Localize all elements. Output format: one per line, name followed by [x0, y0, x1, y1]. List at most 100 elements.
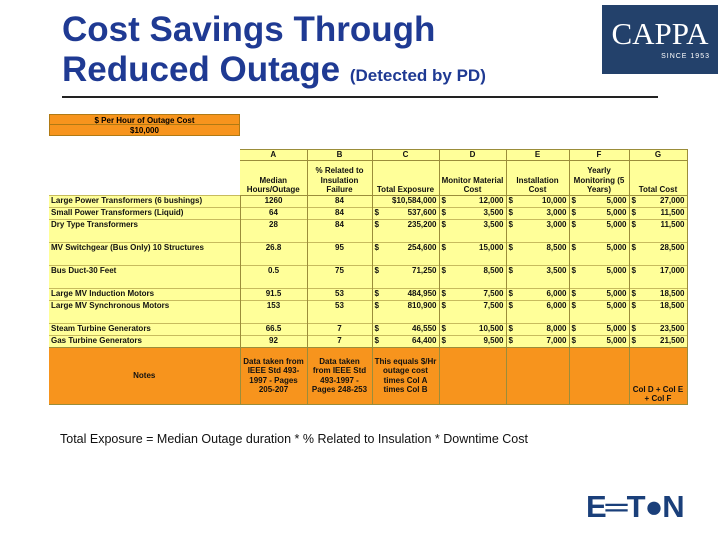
column-letter: E — [506, 149, 570, 161]
empty-cell — [240, 230, 308, 242]
title-line-1: Cost Savings Through — [62, 10, 436, 49]
cell-d: $7,500 — [439, 299, 507, 312]
cell-d: $12,000 — [439, 194, 507, 207]
cell-median-hours: 92 — [240, 334, 308, 347]
cell-percent-related: 53 — [307, 287, 373, 300]
row-label: Large MV Synchronous Motors — [49, 299, 241, 312]
empty-cell — [307, 276, 373, 288]
title-note: (Detected by PD) — [349, 66, 486, 85]
column-header: Installation Cost — [506, 159, 570, 196]
empty-cell — [49, 253, 241, 265]
cell-g: $11,500 — [629, 206, 688, 219]
table-row: Bus Duct-30 Feet 0.5 75 $71,250 $8,500 $3,500… — [49, 264, 688, 277]
cell-g: $28,500 — [629, 241, 688, 254]
cell-percent-related: 7 — [307, 322, 373, 335]
cell-g: $18,500 — [629, 287, 688, 300]
cell-percent-related: 84 — [307, 218, 373, 231]
empty-cell — [307, 230, 373, 242]
cell-e: $10,000 — [506, 194, 570, 207]
cell-e: $3,000 — [506, 206, 570, 219]
notes-label: Notes — [49, 346, 241, 405]
table-row: Large MV Induction Motors 91.5 53 $484,950 $… — [49, 287, 688, 300]
notes-col-e — [506, 346, 570, 405]
cell-d: $7,500 — [439, 287, 507, 300]
cell-f: $5,000 — [569, 264, 630, 277]
cell-e: $3,000 — [506, 218, 570, 231]
cell-g: $23,500 — [629, 322, 688, 335]
cell-e: $3,500 — [506, 264, 570, 277]
empty-cell — [569, 311, 630, 323]
column-header: Yearly Monitoring (5 Years) — [569, 159, 630, 196]
empty-cell — [569, 276, 630, 288]
cell-median-hours: 66.5 — [240, 322, 308, 335]
notes-col-d — [439, 346, 507, 405]
cell-c: $64,400 — [372, 334, 440, 347]
hourly-cost-label: $ Per Hour of Outage Cost — [49, 114, 240, 125]
hourly-cost-box: $ Per Hour of Outage Cost $10,000 — [49, 114, 240, 136]
empty-cell — [506, 253, 570, 265]
cell-f: $5,000 — [569, 299, 630, 312]
cell-c: $537,600 — [372, 206, 440, 219]
cell-median-hours: 153 — [240, 299, 308, 312]
empty-cell — [506, 230, 570, 242]
table-row: Large MV Synchronous Motors 153 53 $810,900… — [49, 299, 688, 312]
empty-cell — [307, 311, 373, 323]
table-row: Small Power Transformers (Liquid) 64 84 $53… — [49, 206, 688, 219]
spacer-row — [49, 311, 688, 323]
empty-cell — [372, 253, 440, 265]
table-row: Dry Type Transformers 28 84 $235,200 $3,500 $… — [49, 218, 688, 231]
cell-c: $254,600 — [372, 241, 440, 254]
empty-cell — [49, 230, 241, 242]
cell-g: $21,500 — [629, 334, 688, 347]
cell-f: $5,000 — [569, 287, 630, 300]
cell-d: $9,500 — [439, 334, 507, 347]
cell-g: $11,500 — [629, 218, 688, 231]
spacer-row — [49, 253, 688, 265]
title-divider — [62, 96, 658, 98]
row-label: Small Power Transformers (Liquid) — [49, 206, 241, 219]
hourly-cost-value: $10,000 — [49, 125, 240, 136]
row-label: Dry Type Transformers — [49, 218, 241, 231]
cell-f: $5,000 — [569, 322, 630, 335]
title-line-2: Reduced Outage (Detected by PD) — [62, 50, 486, 89]
cell-g: $27,000 — [629, 194, 688, 207]
cell-d: $3,500 — [439, 206, 507, 219]
empty-cell — [372, 230, 440, 242]
cell-c: $10,584,000 — [372, 194, 440, 207]
empty-cell — [629, 311, 688, 323]
cost-table: A B C D E F G Median Hours/Outage% Related to I… — [49, 149, 688, 405]
column-letter: G — [629, 149, 688, 161]
empty-cell — [439, 276, 507, 288]
cell-f: $5,000 — [569, 194, 630, 207]
cell-f: $5,000 — [569, 241, 630, 254]
cell-percent-related: 7 — [307, 334, 373, 347]
cell-c: $235,200 — [372, 218, 440, 231]
cell-c: $810,900 — [372, 299, 440, 312]
cell-median-hours: 0.5 — [240, 264, 308, 277]
cell-d: $10,500 — [439, 322, 507, 335]
row-label: Large MV Induction Motors — [49, 287, 241, 300]
cell-f: $5,000 — [569, 334, 630, 347]
empty-cell — [49, 311, 241, 323]
column-header: Median Hours/Outage — [240, 159, 308, 196]
cell-e: $6,000 — [506, 287, 570, 300]
empty-cell — [569, 230, 630, 242]
empty-cell — [372, 311, 440, 323]
notes-col-a: Data taken from IEEE Std 493-1997 - Page… — [240, 346, 308, 405]
cell-d: $15,000 — [439, 241, 507, 254]
cappa-logo-since: SINCE 1953 — [661, 53, 710, 60]
empty-cell — [49, 276, 241, 288]
cell-percent-related: 53 — [307, 299, 373, 312]
row-label: Bus Duct-30 Feet — [49, 264, 241, 277]
column-letter: B — [307, 149, 373, 161]
notes-col-c: This equals $/Hr outage cost times Col A… — [372, 346, 440, 405]
table-row: Large Power Transformers (6 bushings) 126… — [49, 194, 688, 207]
empty-cell — [629, 230, 688, 242]
cappa-logo-name: CAPPA — [611, 16, 709, 51]
table-row: Gas Turbine Generators 92 7 $64,400 $9,500 $7… — [49, 334, 688, 347]
table-row: MV Switchgear (Bus Only) 10 Structures 26… — [49, 241, 688, 254]
cell-median-hours: 91.5 — [240, 287, 308, 300]
empty-cell — [439, 311, 507, 323]
column-header: Monitor Material Cost — [439, 159, 507, 196]
cell-median-hours: 28 — [240, 218, 308, 231]
